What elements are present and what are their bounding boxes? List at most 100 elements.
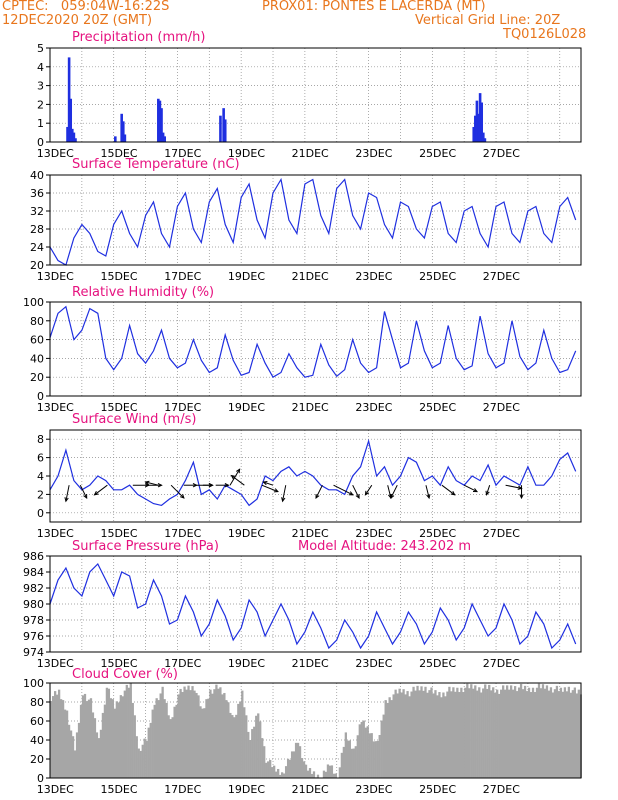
cloud-bar bbox=[187, 685, 190, 778]
cloud-bar bbox=[171, 717, 174, 778]
cloud-bar bbox=[502, 685, 505, 778]
cloud-bar bbox=[57, 689, 61, 778]
x-tick-label: 19DEC bbox=[228, 527, 265, 540]
cloud-bar bbox=[277, 768, 280, 778]
y-tick-label: 80 bbox=[30, 696, 44, 709]
cloud-bar bbox=[434, 690, 437, 778]
cloud-bar bbox=[69, 730, 73, 778]
precip-bar bbox=[158, 100, 162, 142]
x-tick-label: 25DEC bbox=[419, 270, 456, 283]
cloud-bar bbox=[366, 726, 369, 778]
wind-vector bbox=[65, 485, 70, 502]
cloud-bar bbox=[237, 703, 240, 778]
cloud-bar bbox=[255, 715, 258, 778]
cloud-bar bbox=[525, 691, 529, 778]
cloud-bar bbox=[304, 764, 308, 778]
cloud-bar bbox=[239, 701, 242, 778]
precip-bar bbox=[123, 134, 127, 142]
cloud-bar bbox=[103, 704, 107, 778]
cloud-bar bbox=[446, 691, 449, 778]
cloud-bar bbox=[89, 698, 93, 778]
cloud-bar bbox=[249, 740, 252, 778]
cloud-bar bbox=[181, 692, 184, 778]
cloud-bar bbox=[235, 714, 238, 778]
cloud-bar bbox=[541, 684, 545, 778]
cloud-bar bbox=[61, 700, 65, 778]
cloud-bar bbox=[498, 693, 501, 778]
cloud-bar bbox=[117, 702, 120, 778]
x-tick-label: 17DEC bbox=[164, 147, 201, 160]
cloud-bar bbox=[561, 691, 565, 778]
cloud-bar bbox=[241, 690, 244, 778]
wind-vector bbox=[261, 484, 279, 493]
cloud-bar bbox=[199, 706, 202, 778]
cloud-bar bbox=[420, 686, 423, 778]
cloud-bar bbox=[424, 686, 427, 778]
cloud-bar bbox=[133, 715, 136, 778]
cloud-bar bbox=[523, 685, 527, 778]
wind-panel: 0 2 4 6 8 13DEC 15DEC 17DEC 19DEC 21DEC 23DEC 25DEC… bbox=[37, 412, 582, 540]
precip-bar bbox=[481, 132, 485, 142]
x-tick-label: 19DEC bbox=[228, 401, 265, 414]
cloud-bar bbox=[193, 690, 196, 778]
cloud-bar bbox=[163, 699, 166, 778]
cloud-bar bbox=[362, 720, 365, 778]
cloud-bar bbox=[474, 685, 477, 778]
precip-bar bbox=[475, 100, 479, 142]
cloud-bar bbox=[412, 686, 415, 778]
cloud-bar bbox=[227, 702, 230, 778]
cloud-bar bbox=[225, 700, 228, 778]
cloud-bar bbox=[458, 692, 461, 778]
cloud-bar bbox=[115, 701, 119, 778]
precip-bar bbox=[478, 93, 482, 142]
cloud-bar bbox=[153, 704, 156, 778]
wind-vector bbox=[364, 484, 373, 496]
cloud-bar bbox=[269, 759, 272, 778]
precip-panel: 0 1 2 3 4 5 13DEC 15DEC 17DEC 19DEC 21DEC 23DEC 25DE… bbox=[37, 30, 582, 160]
cloud-bar bbox=[488, 684, 491, 778]
cloud-bar bbox=[549, 687, 553, 778]
cloud-bar bbox=[380, 720, 383, 778]
wind-vector bbox=[390, 484, 398, 499]
x-tick-label: 23DEC bbox=[355, 401, 392, 414]
cloud-bar bbox=[478, 687, 481, 778]
wind-vector bbox=[315, 484, 323, 499]
cloud-bar bbox=[99, 729, 103, 778]
cloud-bar bbox=[290, 751, 294, 778]
y-tick-label: 40 bbox=[30, 352, 44, 365]
cloud-bar bbox=[494, 692, 497, 778]
cloud-bar bbox=[71, 736, 75, 778]
y-tick-label: 20 bbox=[30, 259, 44, 272]
cloud-bar bbox=[356, 735, 359, 778]
cloud-bar bbox=[454, 691, 457, 778]
x-tick-label: 15DEC bbox=[100, 147, 137, 160]
cloud-bar bbox=[515, 691, 519, 778]
x-tick-label: 19DEC bbox=[228, 270, 265, 283]
cloud-bar bbox=[294, 742, 298, 778]
cloud-bar bbox=[95, 732, 99, 778]
x-tick-label: 23DEC bbox=[355, 147, 392, 160]
cloud-bar bbox=[280, 772, 284, 778]
cloud-bar bbox=[464, 687, 467, 778]
cloud-bar bbox=[567, 686, 571, 778]
cloud-bar bbox=[63, 709, 67, 778]
temp-series-line bbox=[49, 177, 577, 266]
cloud-bar bbox=[507, 689, 511, 778]
cloud-bar bbox=[468, 688, 471, 778]
cloud-bar bbox=[577, 689, 580, 778]
cloud-bar bbox=[382, 714, 385, 778]
precip-bar bbox=[72, 132, 76, 142]
cloud-bar bbox=[513, 686, 517, 778]
cloud-bar bbox=[426, 692, 429, 778]
cloud-bar bbox=[147, 727, 150, 778]
x-tick-label: 13DEC bbox=[37, 147, 74, 160]
x-tick-label: 25DEC bbox=[419, 657, 456, 670]
cloud-bar bbox=[201, 708, 204, 778]
cloud-bar bbox=[85, 701, 89, 778]
cloud-bar bbox=[125, 684, 128, 778]
wind-vector bbox=[387, 485, 392, 499]
y-tick-label: 60 bbox=[30, 715, 44, 728]
wind-vector bbox=[145, 481, 159, 486]
cloud-bar bbox=[259, 721, 262, 778]
cloud-bar bbox=[342, 746, 346, 778]
